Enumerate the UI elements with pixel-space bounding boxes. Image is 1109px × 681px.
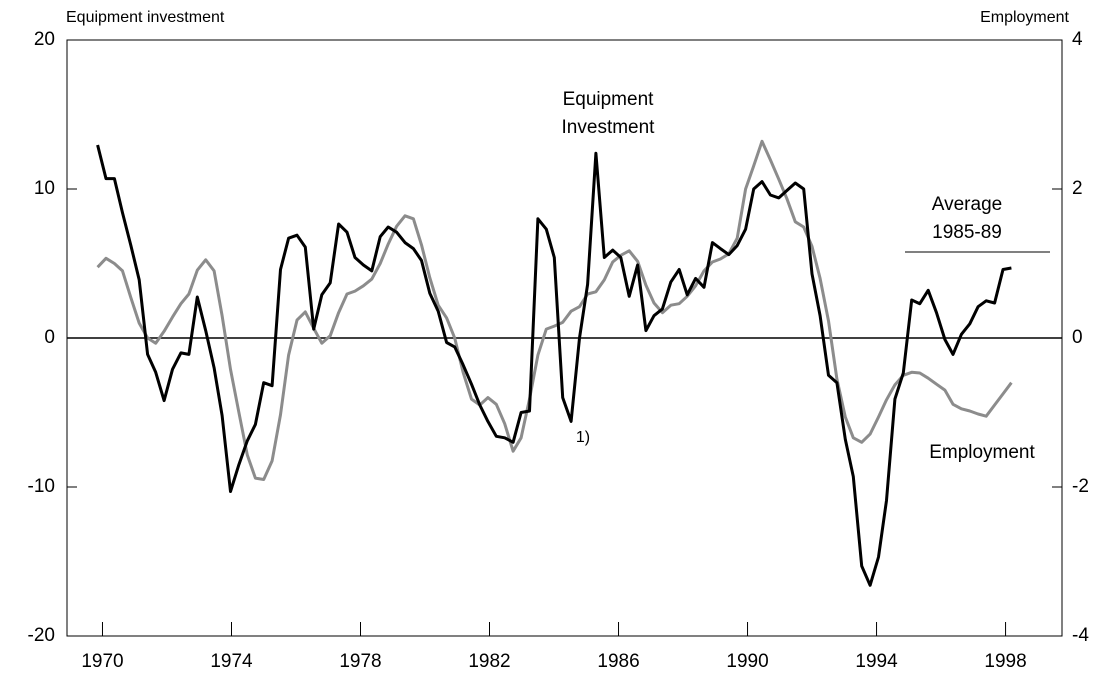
y-tick-label: 10 bbox=[34, 178, 55, 199]
annotation: Employment bbox=[929, 442, 1035, 463]
x-tick-label: 1978 bbox=[339, 651, 381, 672]
y2-tick-label: 0 bbox=[1072, 327, 1083, 348]
x-tick-label: 1994 bbox=[855, 651, 898, 672]
series-line bbox=[96, 139, 1013, 481]
x-tick-label: 1982 bbox=[468, 651, 510, 672]
series-line bbox=[96, 144, 1012, 587]
y-tick-label: -10 bbox=[28, 476, 55, 497]
annotation: 1985-89 bbox=[932, 222, 1002, 243]
annotation: Investment bbox=[562, 117, 656, 138]
y2-tick-label: -2 bbox=[1072, 476, 1089, 497]
y-tick-label: 20 bbox=[34, 29, 55, 50]
x-tick-label: 1986 bbox=[597, 651, 639, 672]
y2-tick-label: -4 bbox=[1072, 625, 1089, 646]
y-tick-label: -20 bbox=[28, 625, 55, 646]
x-tick-label: 1990 bbox=[726, 651, 768, 672]
y2-tick-label: 2 bbox=[1072, 178, 1083, 199]
x-tick-label: 1970 bbox=[81, 651, 123, 672]
annotation: Average bbox=[932, 194, 1002, 215]
annotation: Equipment bbox=[563, 89, 655, 110]
y2-axis-label: Employment bbox=[980, 9, 1069, 26]
y-axis-label: Equipment investment bbox=[66, 9, 225, 26]
y2-tick-label: 4 bbox=[1072, 29, 1083, 50]
y-tick-label: 0 bbox=[44, 327, 55, 348]
x-tick-label: 1998 bbox=[984, 651, 1026, 672]
x-tick-label: 1974 bbox=[210, 651, 253, 672]
annotation: 1) bbox=[576, 429, 590, 446]
